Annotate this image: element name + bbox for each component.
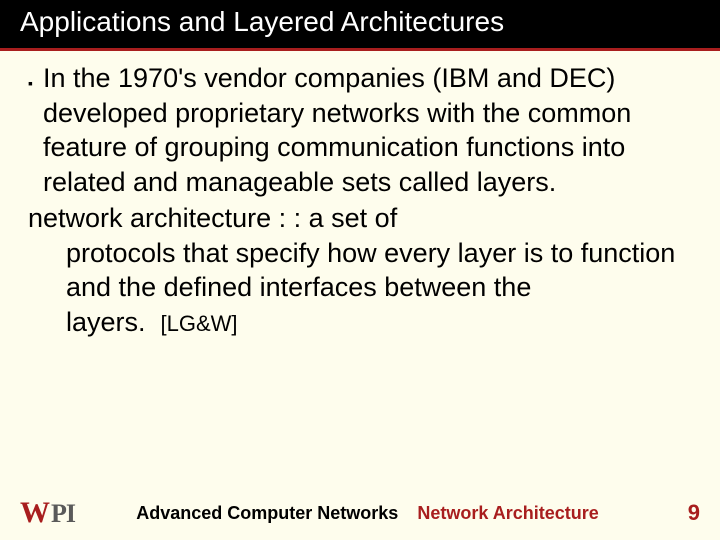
definition-term: network architecture : : — [28, 203, 301, 233]
definition-lead: a set of — [309, 203, 398, 233]
definition-body: protocols that specify how every layer i… — [28, 236, 692, 340]
content-area: ▪ In the 1970's vendor companies (IBM an… — [0, 51, 720, 349]
bullet-mark: ▪ — [28, 75, 33, 93]
citation: [LG&W] — [161, 311, 238, 336]
title-bar: Applications and Layered Architectures — [0, 0, 720, 48]
slide-title: Applications and Layered Architectures — [20, 6, 504, 37]
bullet-text: In the 1970's vendor companies (IBM and … — [43, 61, 692, 199]
footer-topic: Network Architecture — [417, 503, 598, 523]
wpi-logo: W PI — [20, 496, 75, 530]
definition-block: network architecture : : a set of protoc… — [28, 201, 692, 339]
footer-course: Advanced Computer Networks — [136, 503, 398, 523]
footer-center: Advanced Computer Networks Network Archi… — [75, 503, 660, 524]
logo-pi: PI — [51, 499, 75, 529]
bullet-item: ▪ In the 1970's vendor companies (IBM an… — [28, 61, 692, 199]
logo-w: W — [20, 496, 50, 530]
page-number: 9 — [660, 500, 700, 526]
footer: W PI Advanced Computer Networks Network … — [0, 496, 720, 530]
